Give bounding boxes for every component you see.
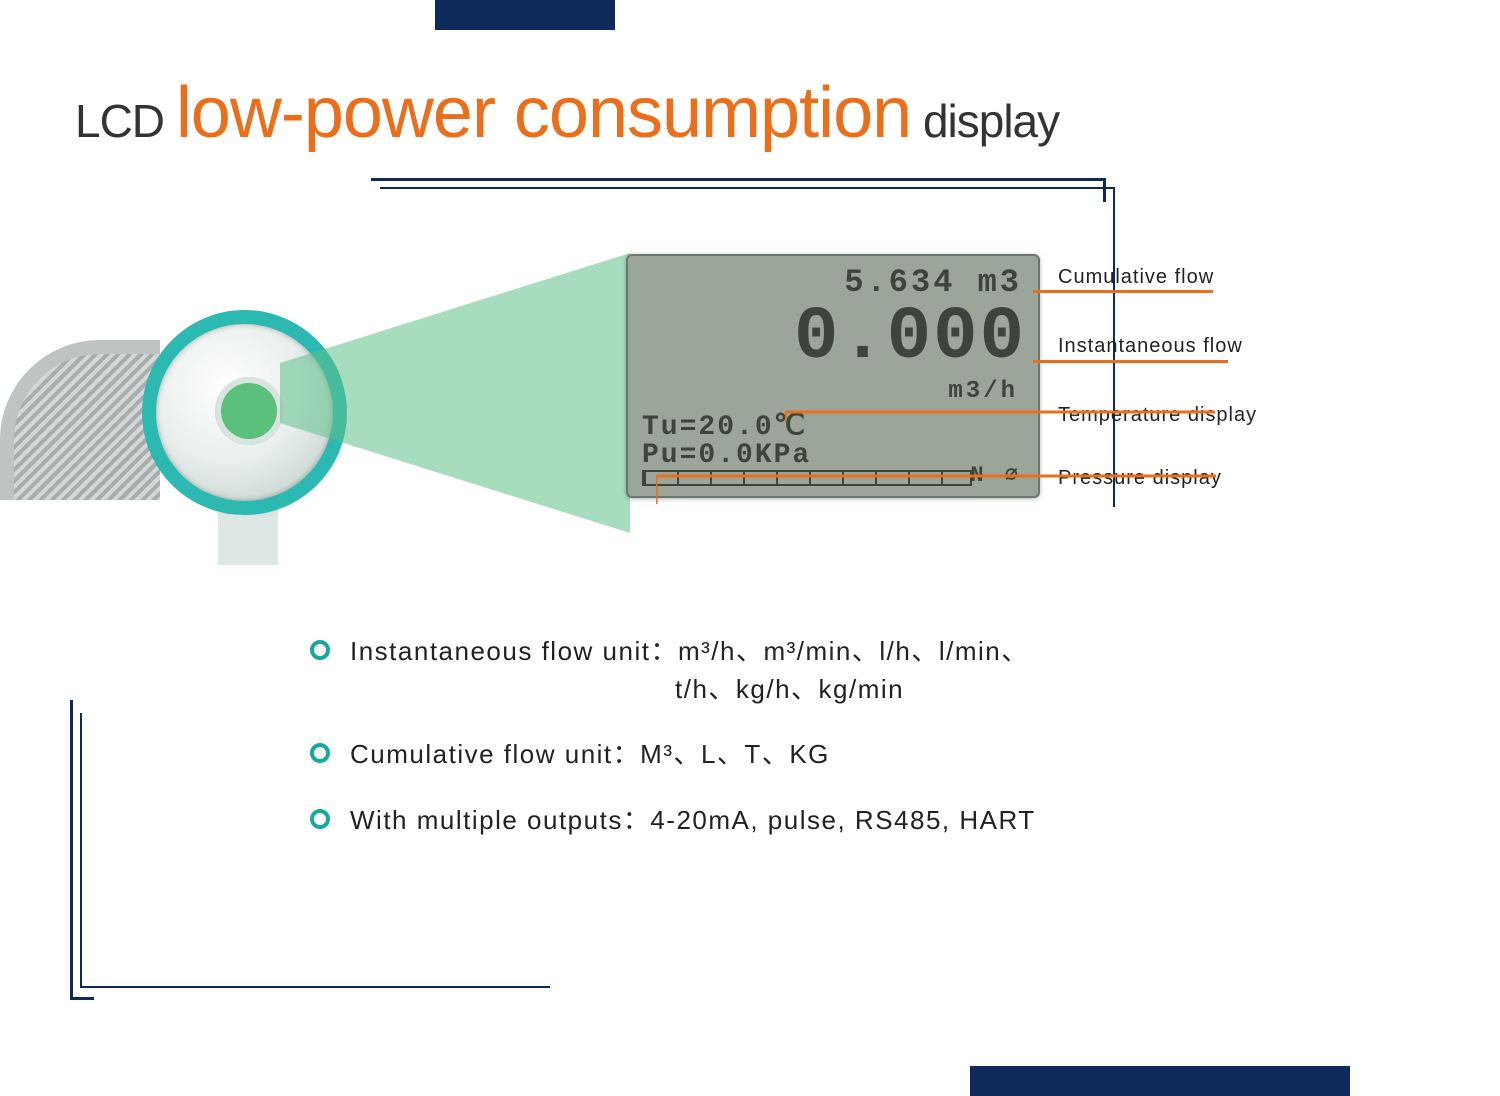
- bullet-icon: [310, 640, 330, 660]
- leader-cumulative: [1033, 290, 1213, 293]
- device-window: [215, 377, 283, 445]
- lcd-instant-value: 0.000: [794, 296, 1026, 380]
- title-prefix: LCD: [75, 95, 176, 147]
- bullet-icon: [310, 743, 330, 763]
- bullet-icon: [310, 809, 330, 829]
- callout-instantaneous: Instantaneous flow: [1058, 335, 1243, 358]
- leader-instantaneous: [1033, 360, 1228, 363]
- feature-bullet-list: Instantaneous flow unit：m³/h、m³/min、l/h、…: [310, 633, 1190, 868]
- title-highlight: low-power consumption: [176, 73, 911, 153]
- leader-pressure: [656, 460, 1216, 506]
- bullet-text: Instantaneous flow unit：m³/h、m³/min、l/h、…: [350, 636, 1029, 666]
- bullet-cumulative-units: Cumulative flow unit：M³、L、T、KG: [310, 736, 1190, 774]
- device-cable: [0, 340, 160, 500]
- bottom-accent-bar: [970, 1066, 1350, 1096]
- bullet-text: With multiple outputs：4-20mA, pulse, RS4…: [350, 805, 1036, 835]
- bullet-outputs: With multiple outputs：4-20mA, pulse, RS4…: [310, 802, 1190, 840]
- lcd-temperature: Tu=20.0℃: [642, 408, 807, 443]
- title-suffix: display: [911, 95, 1059, 147]
- page-title: LCD low-power consumption display: [75, 72, 1059, 154]
- bullet-instant-units: Instantaneous flow unit：m³/h、m³/min、l/h、…: [310, 633, 1190, 708]
- bullet-text-cont: t/h、kg/h、kg/min: [350, 671, 1190, 709]
- leader-temperature: [785, 400, 1215, 430]
- bullet-text: Cumulative flow unit：M³、L、T、KG: [350, 739, 830, 769]
- callout-cumulative: Cumulative flow: [1058, 266, 1214, 289]
- device-illustration: [0, 295, 360, 540]
- top-accent-bar: [435, 0, 615, 30]
